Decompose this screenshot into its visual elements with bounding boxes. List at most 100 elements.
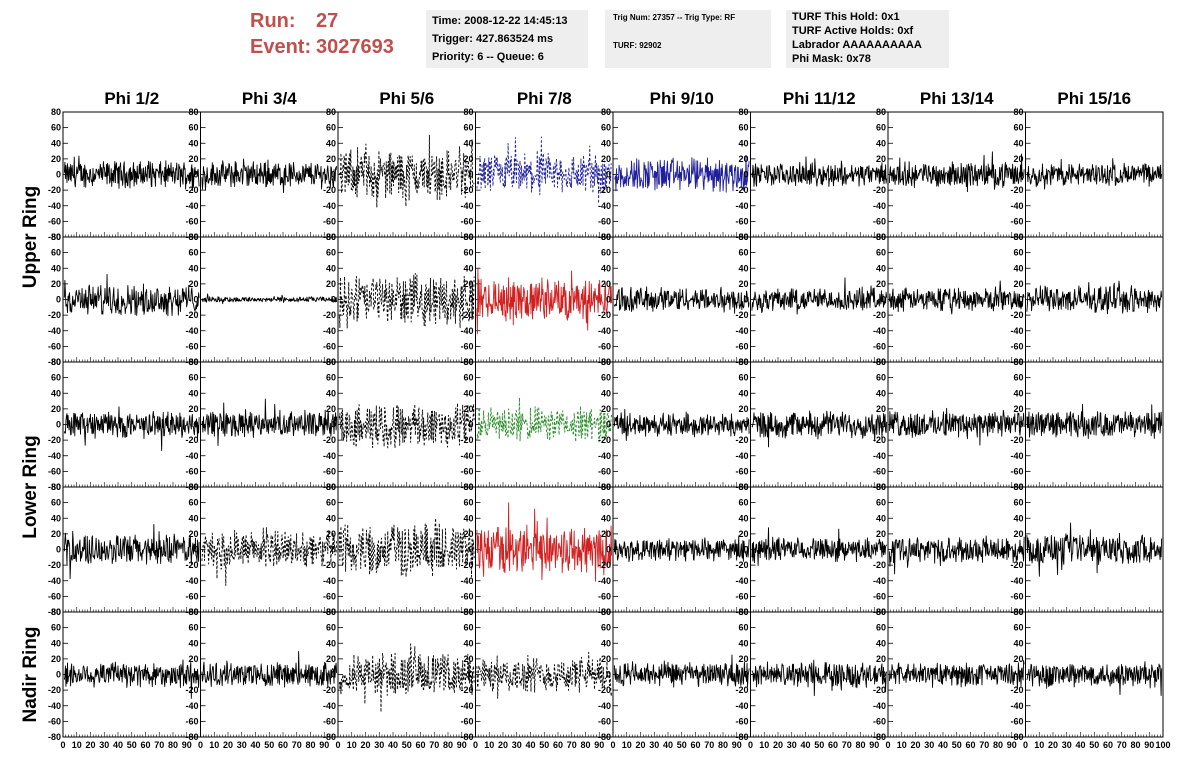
y-tick-label: 0	[193, 295, 198, 305]
y-tick-label: 40	[188, 263, 198, 273]
run-label: Run:	[250, 10, 296, 32]
y-tick-label: 40	[326, 638, 336, 648]
y-tick-label: 80	[51, 482, 61, 492]
waveform-series	[888, 535, 1025, 575]
x-tick-label: 60	[278, 740, 288, 750]
y-tick-label: 40	[876, 138, 886, 148]
y-tick-label: -80	[323, 732, 336, 742]
y-tick-label: 80	[1013, 607, 1023, 617]
x-tick-label: 60	[140, 740, 150, 750]
x-tick-label: 70	[154, 740, 164, 750]
y-tick-label: -20	[598, 185, 611, 195]
waveform-series	[476, 136, 613, 204]
y-tick-label: 60	[51, 498, 61, 508]
labrador-text: Labrador AAAAAAAAAA	[792, 39, 922, 51]
y-tick-label: 0	[743, 670, 748, 680]
waveform-series	[751, 277, 888, 315]
y-tick-label: 40	[188, 388, 198, 398]
y-tick-label: 40	[601, 138, 611, 148]
y-tick-label: 20	[876, 404, 886, 414]
y-tick-label: 20	[463, 654, 473, 664]
y-tick-label: 20	[51, 404, 61, 414]
waveform-series	[63, 406, 200, 451]
y-tick-label: 40	[876, 638, 886, 648]
x-tick-label: 30	[787, 740, 797, 750]
waveform-series	[751, 156, 888, 187]
waveform-series	[338, 517, 475, 578]
x-tick-label: 80	[993, 740, 1003, 750]
y-tick-label: -20	[1010, 685, 1023, 695]
y-tick-label: -60	[735, 466, 748, 476]
y-tick-label: 60	[463, 373, 473, 383]
x-tick-label: 30	[1062, 740, 1072, 750]
y-tick-label: 20	[738, 279, 748, 289]
y-tick-label: 80	[326, 107, 336, 117]
y-tick-label: 80	[601, 232, 611, 242]
y-tick-label: 60	[463, 123, 473, 133]
y-tick-label: 20	[876, 654, 886, 664]
y-tick-label: 60	[1013, 123, 1023, 133]
y-tick-label: -20	[185, 685, 198, 695]
column-title: Phi 15/16	[1057, 89, 1131, 108]
y-tick-label: 40	[876, 388, 886, 398]
y-tick-label: 80	[51, 357, 61, 367]
x-tick-label: 0	[885, 740, 890, 750]
y-tick-label: 60	[876, 123, 886, 133]
y-tick-label: -60	[735, 341, 748, 351]
y-tick-label: 40	[326, 138, 336, 148]
y-tick-label: -20	[323, 435, 336, 445]
y-tick-label: 60	[1013, 623, 1023, 633]
x-tick-label: 40	[388, 740, 398, 750]
x-tick-label: 90	[1144, 740, 1154, 750]
waveform-series	[201, 293, 338, 305]
y-tick-label: 60	[188, 498, 198, 508]
x-tick-label: 0	[1023, 740, 1028, 750]
y-tick-label: 0	[743, 295, 748, 305]
y-tick-label: -40	[735, 701, 748, 711]
y-tick-label: 20	[601, 154, 611, 164]
y-tick-label: 0	[56, 545, 61, 555]
ring-label: Lower Ring	[20, 435, 41, 538]
y-tick-label: 40	[738, 138, 748, 148]
x-tick-label: 50	[539, 740, 549, 750]
y-tick-label: 20	[188, 654, 198, 664]
y-tick-label: 80	[463, 232, 473, 242]
run-event-block: Run: 27 Event: 3027693	[250, 8, 394, 60]
y-tick-label: -80	[48, 232, 61, 242]
y-tick-label: 60	[738, 123, 748, 133]
y-tick-label: -60	[1010, 466, 1023, 476]
y-tick-label: -40	[48, 701, 61, 711]
y-tick-label: 0	[468, 420, 473, 430]
turf-info-box: TURF This Hold: 0x1 TURF Active Holds: 0…	[786, 10, 949, 68]
x-tick-label: 90	[732, 740, 742, 750]
y-tick-label: 0	[606, 545, 611, 555]
y-tick-label: -40	[323, 576, 336, 586]
y-tick-label: -60	[735, 216, 748, 226]
y-tick-label: -60	[598, 591, 611, 601]
y-tick-label: -60	[873, 216, 886, 226]
x-tick-label: 30	[512, 740, 522, 750]
x-tick-label: 50	[264, 740, 274, 750]
waveform-series	[63, 524, 200, 580]
y-tick-label: 0	[1018, 295, 1023, 305]
trig-num-text: Trig Num: 27357 -- Trig Type: RF	[613, 13, 736, 22]
y-tick-label: 80	[876, 107, 886, 117]
y-tick-label: 60	[601, 498, 611, 508]
y-tick-label: -40	[873, 451, 886, 461]
y-tick-label: 20	[738, 529, 748, 539]
y-tick-label: -40	[185, 701, 198, 711]
y-tick-label: -40	[735, 451, 748, 461]
y-tick-label: -20	[48, 435, 61, 445]
y-tick-label: -20	[48, 185, 61, 195]
y-tick-label: 0	[1018, 670, 1023, 680]
y-tick-label: -40	[1010, 576, 1023, 586]
y-tick-label: -20	[323, 685, 336, 695]
y-tick-label: -40	[735, 576, 748, 586]
waveform-series	[63, 273, 200, 317]
y-tick-label: 60	[601, 248, 611, 258]
